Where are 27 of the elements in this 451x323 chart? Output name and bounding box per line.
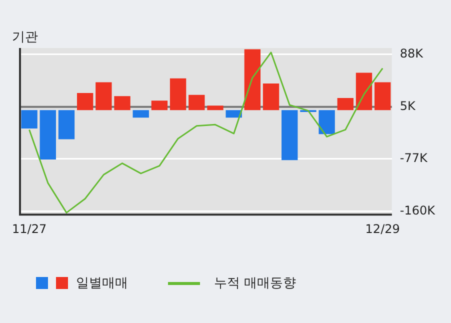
y-tick-label: -160K (400, 204, 436, 218)
bar (207, 106, 224, 110)
bar (188, 94, 205, 110)
bar (244, 49, 261, 110)
bar (40, 110, 56, 160)
bar (132, 110, 149, 118)
bar (170, 78, 186, 110)
legend-label: 일별매매 (76, 275, 128, 292)
bar (114, 96, 130, 110)
bar (76, 92, 94, 110)
bar (356, 72, 372, 110)
bar (318, 110, 335, 134)
bar (151, 100, 168, 110)
bar (96, 82, 112, 110)
bar (282, 110, 298, 160)
x-tick-label: 12/29 (365, 222, 400, 236)
bar (58, 110, 75, 140)
y-tick-label: 5K (400, 99, 417, 114)
y-tick-label: -77K (400, 150, 428, 165)
bar (337, 98, 354, 110)
y-tick-label: 88K (400, 46, 424, 60)
legend-label: 누적 매매동향 (214, 275, 296, 292)
bar (21, 110, 38, 128)
bar (262, 83, 280, 110)
x-tick-label: 11/27 (12, 222, 47, 236)
bar (374, 82, 391, 110)
chart-title: 기관 (12, 29, 38, 46)
